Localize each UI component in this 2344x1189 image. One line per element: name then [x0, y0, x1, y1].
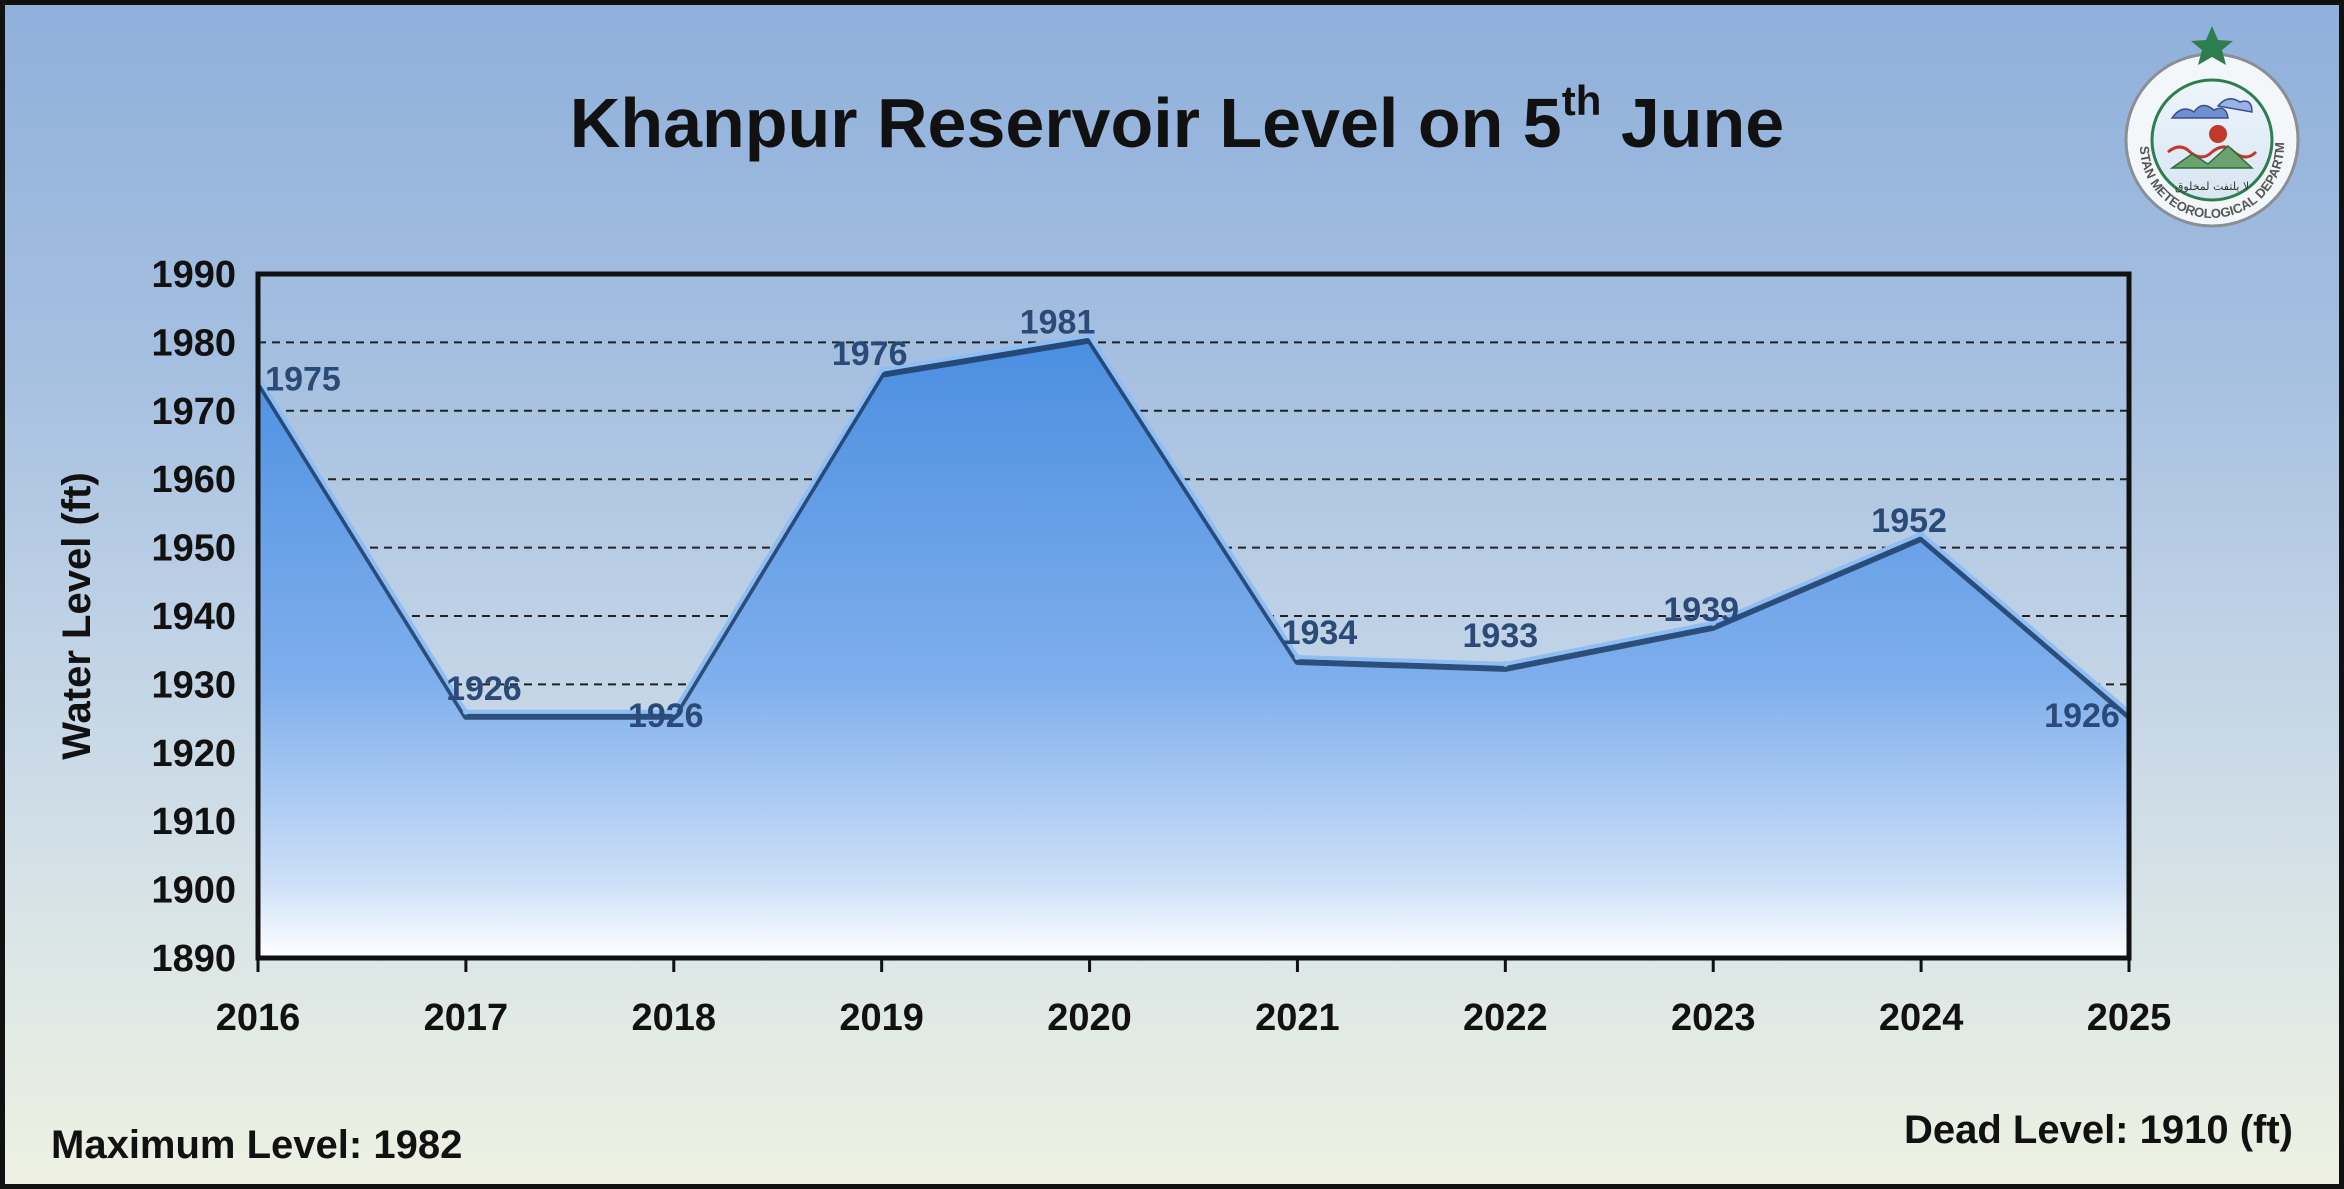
data-point-2019	[878, 366, 885, 373]
x-tick-2023: 2023	[1671, 997, 1756, 1039]
title-superscript: th	[1561, 77, 1602, 124]
y-tick-1960: 1960	[151, 459, 236, 501]
chart-title: Khanpur Reservoir Level on 5th June	[5, 77, 2344, 163]
data-label-2019: 1976	[832, 335, 908, 373]
data-point-2017	[462, 708, 469, 715]
area-fill	[258, 335, 2129, 959]
area-shadow-line	[255, 337, 2131, 720]
x-tick-2024: 2024	[1879, 997, 1964, 1039]
data-label-2025: 1926	[2044, 697, 2120, 735]
x-tick-2016: 2016	[216, 997, 301, 1039]
x-tick-2022: 2022	[1463, 997, 1548, 1039]
plot-border	[255, 271, 2132, 961]
data-label-2021: 1934	[1282, 614, 1358, 652]
y-axis-label: Water Level (ft)	[55, 472, 99, 759]
x-tick-2025: 2025	[2087, 997, 2172, 1039]
title-tail: June	[1601, 84, 1785, 162]
data-point-2020	[1086, 332, 1093, 339]
data-point-2023	[1710, 619, 1717, 626]
x-tick-2018: 2018	[632, 997, 717, 1039]
maximum-level-note: Maximum Level: 1982	[51, 1123, 463, 1167]
data-point-2024	[1918, 530, 1925, 537]
data-point-2022	[1502, 660, 1509, 667]
y-tick-1930: 1930	[151, 664, 236, 706]
data-label-2016: 1975	[265, 361, 341, 399]
data-label-2018: 1926	[628, 697, 704, 735]
data-labels: 1975 1926 1926 1976 1981 1934 1933 1939 1952 1926	[265, 304, 2120, 735]
data-point-2018	[670, 708, 677, 715]
data-label-2022: 1933	[1463, 617, 1539, 655]
x-tick-2020: 2020	[1047, 997, 1132, 1039]
y-tick-1890: 1890	[151, 938, 236, 980]
logo-urdu-text: لا يلتفت لمخلوق	[2175, 180, 2249, 193]
x-tick-2019: 2019	[839, 997, 924, 1039]
data-point-2021	[1294, 654, 1301, 661]
y-tick-1920: 1920	[151, 733, 236, 775]
y-tick-1990: 1990	[151, 254, 236, 296]
y-tick-1910: 1910	[151, 801, 236, 843]
title-main: Khanpur Reservoir Level on 5	[569, 84, 1562, 162]
x-tick-2017: 2017	[424, 997, 509, 1039]
dead-level-note: Dead Level: 1910 (ft)	[1903, 1108, 2293, 1152]
data-label-2020: 1981	[1020, 304, 1096, 342]
data-label-2024: 1952	[1871, 502, 1947, 540]
area-series	[255, 332, 2132, 959]
data-label-2017: 1926	[446, 670, 522, 708]
y-tick-1940: 1940	[151, 596, 236, 638]
x-axis-ticks: 2016 2017 2018 2019 2020 2021 2022 2023 2024 2025	[216, 958, 2172, 1039]
star-icon	[2191, 26, 2233, 65]
y-tick-1980: 1980	[151, 322, 236, 364]
data-label-2023: 1939	[1663, 591, 1739, 629]
area-top-edge	[256, 333, 2131, 714]
pakistan-meteorological-department-logo: PAKISTAN METEOROLOGICAL DEPARTMENT لا يل…	[2124, 26, 2300, 228]
y-tick-1900: 1900	[151, 870, 236, 912]
x-tick-2021: 2021	[1255, 997, 1340, 1039]
y-tick-1970: 1970	[151, 391, 236, 433]
y-tick-1950: 1950	[151, 528, 236, 570]
y-axis-ticks: 1890 1900 1910 1920 1930 1940 1950 1960 1970 1980…	[151, 254, 236, 980]
